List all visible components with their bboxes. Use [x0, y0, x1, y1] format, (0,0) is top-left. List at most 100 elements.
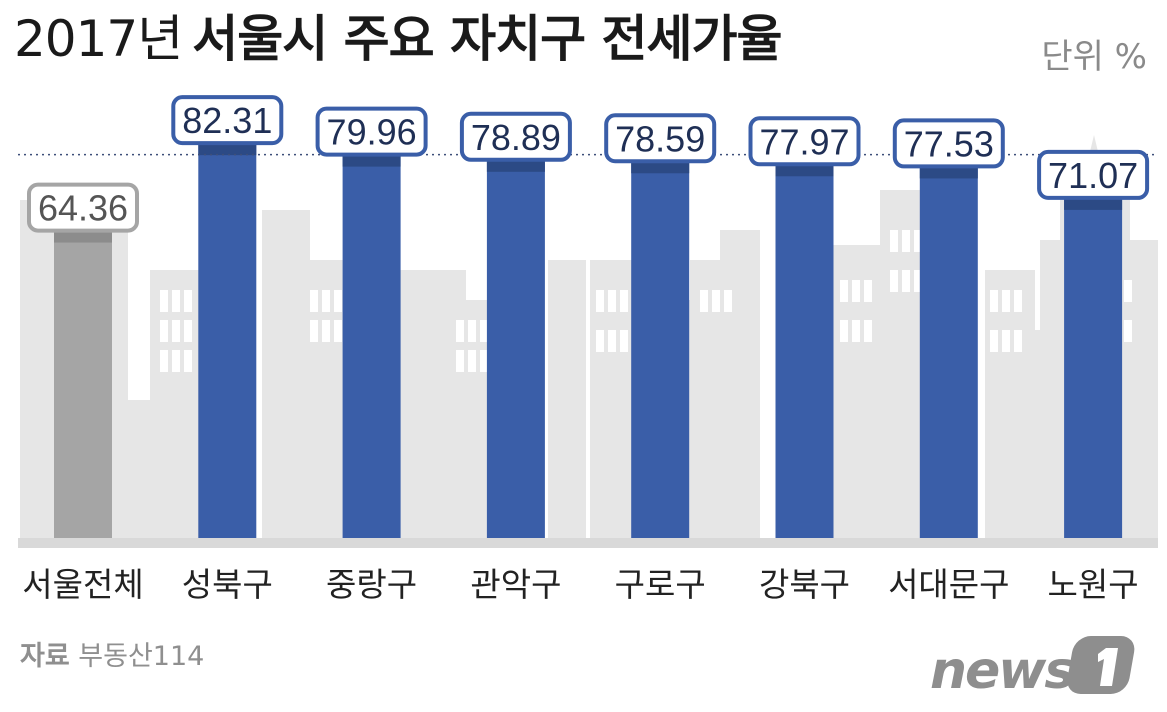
chart-title: 2017년 서울시 주요 자치구 전세가율: [14, 14, 782, 64]
skyline-window: [990, 330, 998, 352]
skyline-building: [548, 260, 586, 540]
category-label: 노원구: [1048, 565, 1139, 604]
skyline-window: [160, 290, 168, 312]
skyline-background: [20, 135, 1158, 540]
skyline-window: [596, 330, 604, 352]
unit-label: 단위 %: [1041, 37, 1147, 77]
value-label-group: 64.36 82.31 79.96 78.89 78.59 77.97 77.53 71.07: [27, 95, 1150, 233]
skyline-window: [160, 320, 168, 342]
skyline-window: [480, 350, 488, 372]
skyline-window: [1002, 330, 1010, 352]
bar: [486, 153, 545, 538]
skyline-window: [468, 350, 476, 372]
category-label: 구로구: [615, 565, 706, 604]
skyline-window: [620, 330, 628, 352]
value-label-box: [459, 111, 572, 162]
skyline-window: [620, 290, 628, 312]
skyline-window: [902, 230, 910, 252]
skyline-window: [172, 290, 180, 312]
skyline-window: [310, 320, 318, 342]
skyline-window: [172, 320, 180, 342]
skyline-window: [914, 230, 922, 252]
value-label: 77.53: [904, 123, 994, 164]
skyline-window: [160, 350, 168, 372]
value-label: 71.07: [1048, 155, 1138, 196]
skyline-building: [150, 270, 206, 540]
value-label-box: [604, 113, 717, 164]
skyline-window: [334, 320, 342, 342]
skyline-window: [890, 230, 898, 252]
skyline-window: [724, 290, 732, 312]
value-label: 78.89: [471, 117, 561, 158]
skyline-window: [184, 320, 192, 342]
bar-group: [54, 137, 1123, 539]
skyline-window: [700, 290, 708, 312]
value-label: 78.59: [615, 118, 705, 159]
skyline-window: [608, 290, 616, 312]
skyline-window: [914, 270, 922, 292]
news1-logo: news: [930, 636, 1135, 700]
skyline-window: [1014, 290, 1022, 312]
value-label: 79.96: [327, 112, 417, 153]
category-label: 관악구: [470, 565, 561, 604]
skyline-window: [1124, 280, 1132, 302]
bar: [1064, 191, 1123, 538]
skyline-window: [864, 320, 872, 342]
skyline-window: [1014, 330, 1022, 352]
category-label: 서대문구: [888, 565, 1009, 604]
bar: [198, 137, 257, 538]
skyline-window: [184, 290, 192, 312]
bar: [919, 160, 978, 538]
skyline-window: [456, 320, 464, 342]
category-label-group: 서울전체 성북구 중랑구 관악구 구로구 강북구 서대문구 노원구: [22, 565, 1138, 604]
bar: [54, 224, 112, 538]
value-label-box: [315, 106, 428, 157]
title-year: 2017년: [14, 10, 183, 68]
value-label-box: [748, 116, 861, 167]
source-value: 부동산114: [78, 641, 205, 672]
skyline-window: [334, 290, 342, 312]
skyline-window: [322, 290, 330, 312]
svg-text:news: news: [930, 641, 1074, 700]
skyline-window: [322, 320, 330, 342]
source-label: 자료: [20, 641, 70, 672]
skyline-window: [852, 280, 860, 302]
value-label-box: [171, 95, 284, 146]
skyline-window: [712, 290, 720, 312]
skyline-window: [468, 320, 476, 342]
category-label: 중랑구: [326, 565, 417, 604]
bar: [775, 158, 834, 538]
skyline-window: [852, 320, 860, 342]
value-label-box: [27, 182, 139, 233]
bar: [342, 148, 401, 539]
skyline-building: [985, 270, 1035, 540]
value-label-box: [1037, 149, 1150, 200]
skyline-window: [864, 280, 872, 302]
value-label: 77.97: [759, 121, 849, 162]
skyline-building: [720, 230, 760, 540]
skyline-window: [890, 270, 898, 292]
category-label: 강북구: [759, 565, 850, 604]
bar: [631, 155, 690, 538]
skyline-window: [990, 290, 998, 312]
skyline-building: [262, 210, 310, 540]
category-label: 성북구: [182, 565, 273, 604]
source-note: 자료 부동산114: [20, 643, 204, 670]
skyline-window: [1002, 290, 1010, 312]
skyline-window: [596, 290, 604, 312]
skyline-window: [840, 320, 848, 342]
skyline-window: [310, 290, 318, 312]
skyline-window: [172, 350, 180, 372]
skyline-window: [840, 280, 848, 302]
skyline-window: [456, 350, 464, 372]
skyline-window: [1124, 320, 1132, 342]
value-label-box: [892, 118, 1005, 169]
skyline-window: [608, 330, 616, 352]
skyline-window: [184, 350, 192, 372]
title-main: 서울시 주요 자치구 전세가율: [192, 10, 782, 68]
category-label: 서울전체: [22, 565, 143, 604]
value-label: 64.36: [38, 188, 128, 229]
skyline-window: [480, 320, 488, 342]
skyline-window: [902, 270, 910, 292]
